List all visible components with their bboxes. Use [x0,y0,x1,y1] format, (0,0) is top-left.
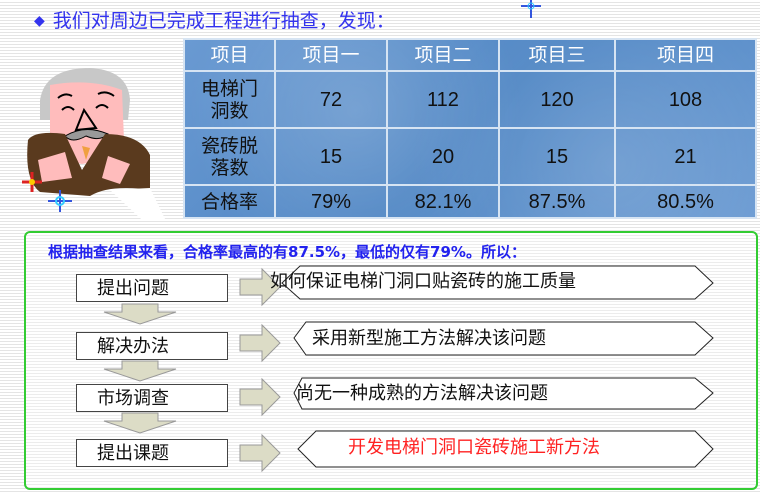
detail-text: 尚无一种成熟的方法解决该问题 [296,383,548,404]
row-label: 瓷砖脱落数 [183,127,276,186]
table-header-row: 项目 项目一 项目二 项目三 项目四 [183,38,757,72]
right-arrow-icon [239,433,281,473]
hexagon-shape [281,265,714,300]
cell: 112 [386,70,500,129]
detail-text-highlight: 开发电梯门洞口瓷砖施工新方法 [348,437,600,458]
slide-title: ◆ 我们对周边已完成工程进行抽查，发现： [34,6,395,33]
detail-box: 如何保证电梯门洞口贴瓷砖的施工质量 [270,265,730,301]
row-label: 电梯门洞数 [183,70,276,129]
right-arrow-icon [239,377,281,417]
detail-text: 采用新型施工方法解决该问题 [312,328,546,349]
detail-box: 开发电梯门洞口瓷砖施工新方法 [348,431,760,467]
title-text: 我们对周边已完成工程进行抽查，发现： [52,10,395,32]
header-cell: 项目四 [614,38,757,72]
cell: 87.5% [498,184,616,219]
cell: 108 [614,70,757,129]
detail-box: 采用新型施工方法解决该问题 [312,322,760,358]
cell: 82.1% [386,184,500,219]
cell: 15 [498,127,616,186]
cell: 80.5% [614,184,757,219]
down-arrow-icon [103,303,177,325]
detail-text: 如何保证电梯门洞口贴瓷砖的施工质量 [270,271,576,292]
inspection-table: 项目 项目一 项目二 项目三 项目四 电梯门洞数 72 112 120 108 … [183,38,757,219]
detail-box: 尚无一种成熟的方法解决该问题 [296,377,756,413]
right-arrow-icon [239,267,281,307]
step-propose-topic: 提出课题 [76,439,228,467]
step-solution: 解决办法 [76,332,228,360]
down-arrow-icon [103,360,177,382]
sparkle-icon [521,0,541,18]
cell: 21 [614,127,757,186]
header-cell: 项目二 [386,38,500,72]
hexagon-shape [293,377,714,410]
diamond-bullet-icon: ◆ [34,13,45,29]
cell: 72 [274,70,388,129]
hexagon-shape [293,321,714,356]
cell: 20 [386,127,500,186]
header-cell: 项目一 [274,38,388,72]
summary-text: 根据抽查结果来看，合格率最高的有87.5%，最低的仅有79%。所以： [48,243,526,261]
cell: 15 [274,127,388,186]
right-arrow-icon [239,323,281,363]
down-arrow-icon [103,412,177,434]
row-label: 合格率 [183,184,276,219]
cell: 120 [498,70,616,129]
table-row: 电梯门洞数 72 112 120 108 [183,70,757,129]
cell: 79% [274,184,388,219]
hexagon-shape [297,430,714,468]
table-row: 合格率 79% 82.1% 87.5% 80.5% [183,184,757,219]
header-cell: 项目三 [498,38,616,72]
table-row: 瓷砖脱落数 15 20 15 21 [183,127,757,186]
step-market-research: 市场调查 [76,384,228,412]
step-raise-problem: 提出问题 [76,274,228,302]
header-cell: 项目 [183,38,276,72]
cartoon-man-illustration [22,68,166,220]
